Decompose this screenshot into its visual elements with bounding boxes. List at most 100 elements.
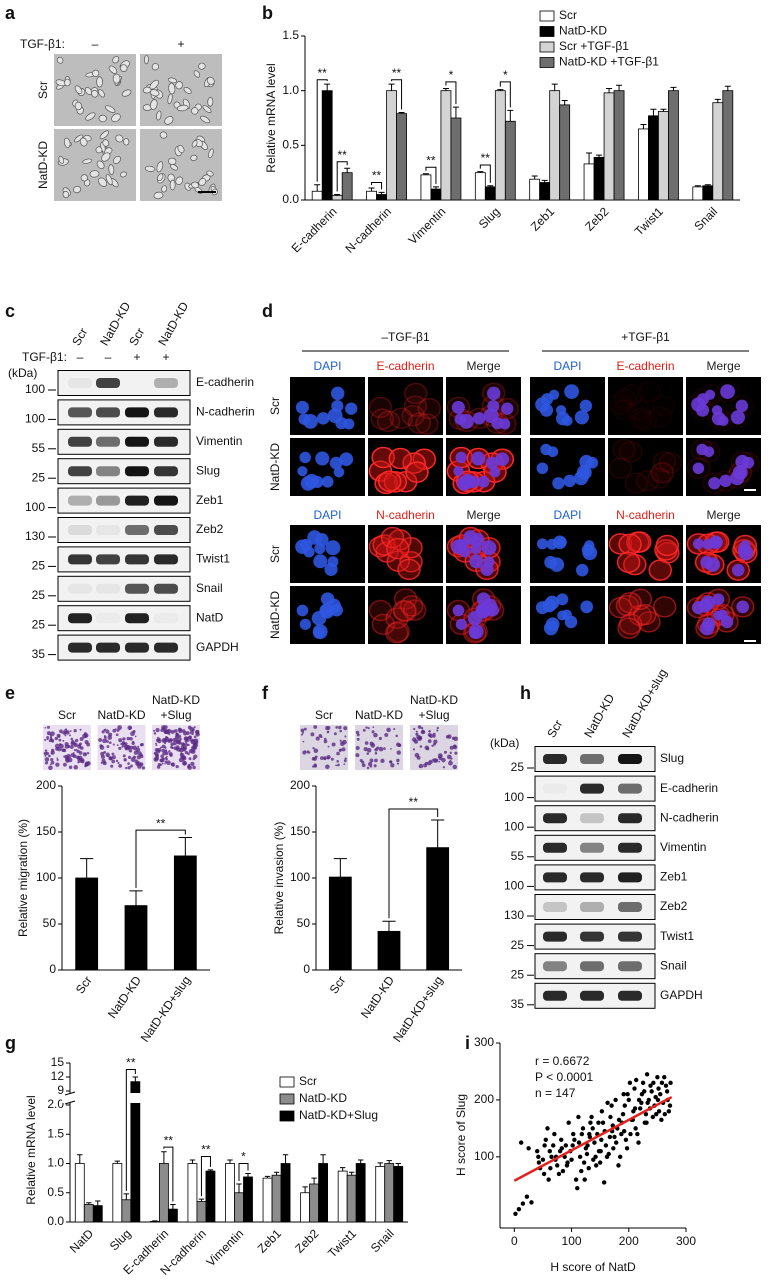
y-tick-label: 100: [36, 870, 56, 884]
error-bar: [114, 1160, 121, 1164]
point: [649, 1089, 654, 1094]
cell: [174, 735, 179, 740]
nucleus: [487, 400, 500, 413]
x-tick-label: Vimentin: [204, 1226, 247, 1269]
nucleus: [451, 400, 465, 414]
marker-label: 100: [25, 500, 45, 514]
cell: [178, 757, 184, 763]
cell: [160, 728, 164, 733]
cell: [446, 754, 452, 760]
bar: [328, 876, 352, 971]
membrane-stain: [608, 457, 633, 480]
error-bar: [586, 152, 593, 164]
band: [580, 813, 604, 824]
point: [551, 1143, 556, 1148]
legend-swatch: [539, 57, 555, 68]
bar: [74, 1163, 85, 1223]
cell: [79, 137, 88, 147]
membrane-stain: [407, 412, 432, 434]
error-bar: [189, 1159, 196, 1164]
membrane-stain: [386, 620, 410, 643]
cell: [413, 739, 419, 744]
cell: [55, 762, 60, 767]
cell: [125, 766, 128, 770]
error-bar: [377, 1162, 383, 1167]
cell: [454, 751, 458, 755]
membrane-stain: [415, 413, 439, 435]
nucleus: [453, 466, 464, 477]
point: [608, 1114, 613, 1120]
nucleus: [540, 403, 554, 417]
bar: [83, 1204, 94, 1223]
x-tick-label: E-cadherin: [289, 204, 340, 255]
band: [68, 378, 92, 388]
point: [627, 1080, 633, 1086]
cell: [330, 757, 334, 761]
cell: [128, 749, 133, 753]
cell: [69, 745, 74, 749]
nucleus: [700, 595, 716, 610]
point: [611, 1146, 616, 1151]
bar: [243, 1176, 253, 1223]
y-tick-label: 0.5: [282, 138, 299, 152]
cell: [160, 754, 164, 759]
error-bar: [378, 191, 385, 195]
x-tick-label: NatD: [67, 1226, 96, 1255]
membrane-stain: [612, 438, 636, 461]
cell: [191, 107, 199, 115]
cell: [325, 764, 330, 770]
statistic: n = 147: [535, 1086, 576, 1100]
bar: [504, 120, 516, 201]
y-axis-label: Relative invasion (%): [272, 822, 286, 935]
y-tick-label: 0.5: [47, 1185, 64, 1199]
unit-label: (kDa): [490, 736, 519, 750]
membrane-stain: [393, 588, 418, 610]
cell: [192, 765, 196, 770]
membrane-stain: [619, 440, 643, 463]
membrane-stain: [403, 382, 428, 405]
cell: [127, 755, 132, 760]
point: [632, 1106, 638, 1111]
point: [639, 1100, 644, 1105]
bar: [321, 90, 333, 201]
bar: [311, 190, 323, 201]
row-label: Scr: [268, 397, 282, 415]
nucleus: [329, 456, 343, 470]
axis-break: [62, 1093, 410, 1103]
cell: [169, 753, 173, 757]
band: [580, 961, 604, 972]
protein-label: E-cadherin: [196, 375, 254, 389]
blot-strip: [57, 575, 191, 602]
lane-label: NatD-KD+slug: [619, 666, 670, 740]
legend-label: NatD-KD +TGF-β1: [559, 55, 659, 69]
cell: [56, 758, 59, 762]
error-bar: [616, 84, 623, 91]
cell: [323, 756, 327, 760]
significance-bracket: [499, 81, 511, 108]
bar: [722, 90, 734, 201]
row-label: Scr: [268, 545, 282, 563]
membrane-stain: [405, 461, 429, 483]
point: [634, 1077, 639, 1083]
x-tick-label: Twist1: [325, 1226, 359, 1260]
cell: [302, 750, 307, 755]
nucleus: [296, 604, 309, 617]
significance-bracket: [445, 81, 457, 105]
marker-label: 55: [511, 849, 525, 863]
cell: [98, 177, 108, 187]
cell: [343, 763, 346, 765]
cell: [164, 762, 166, 765]
membrane-stain: [650, 461, 675, 484]
membrane-stain: [715, 380, 740, 403]
nucleus: [692, 462, 705, 475]
x-tick-label: Zeb2: [582, 204, 611, 233]
y-tick-label: 200: [290, 778, 310, 792]
cell: [335, 764, 338, 767]
cell: [64, 742, 69, 747]
membrane-stain: [401, 404, 425, 427]
row-label: NatD-KD: [36, 141, 50, 189]
cell: [188, 757, 192, 761]
nucleus: [561, 609, 572, 620]
panel-letter: d: [262, 301, 273, 321]
significance-label: *: [449, 68, 454, 82]
